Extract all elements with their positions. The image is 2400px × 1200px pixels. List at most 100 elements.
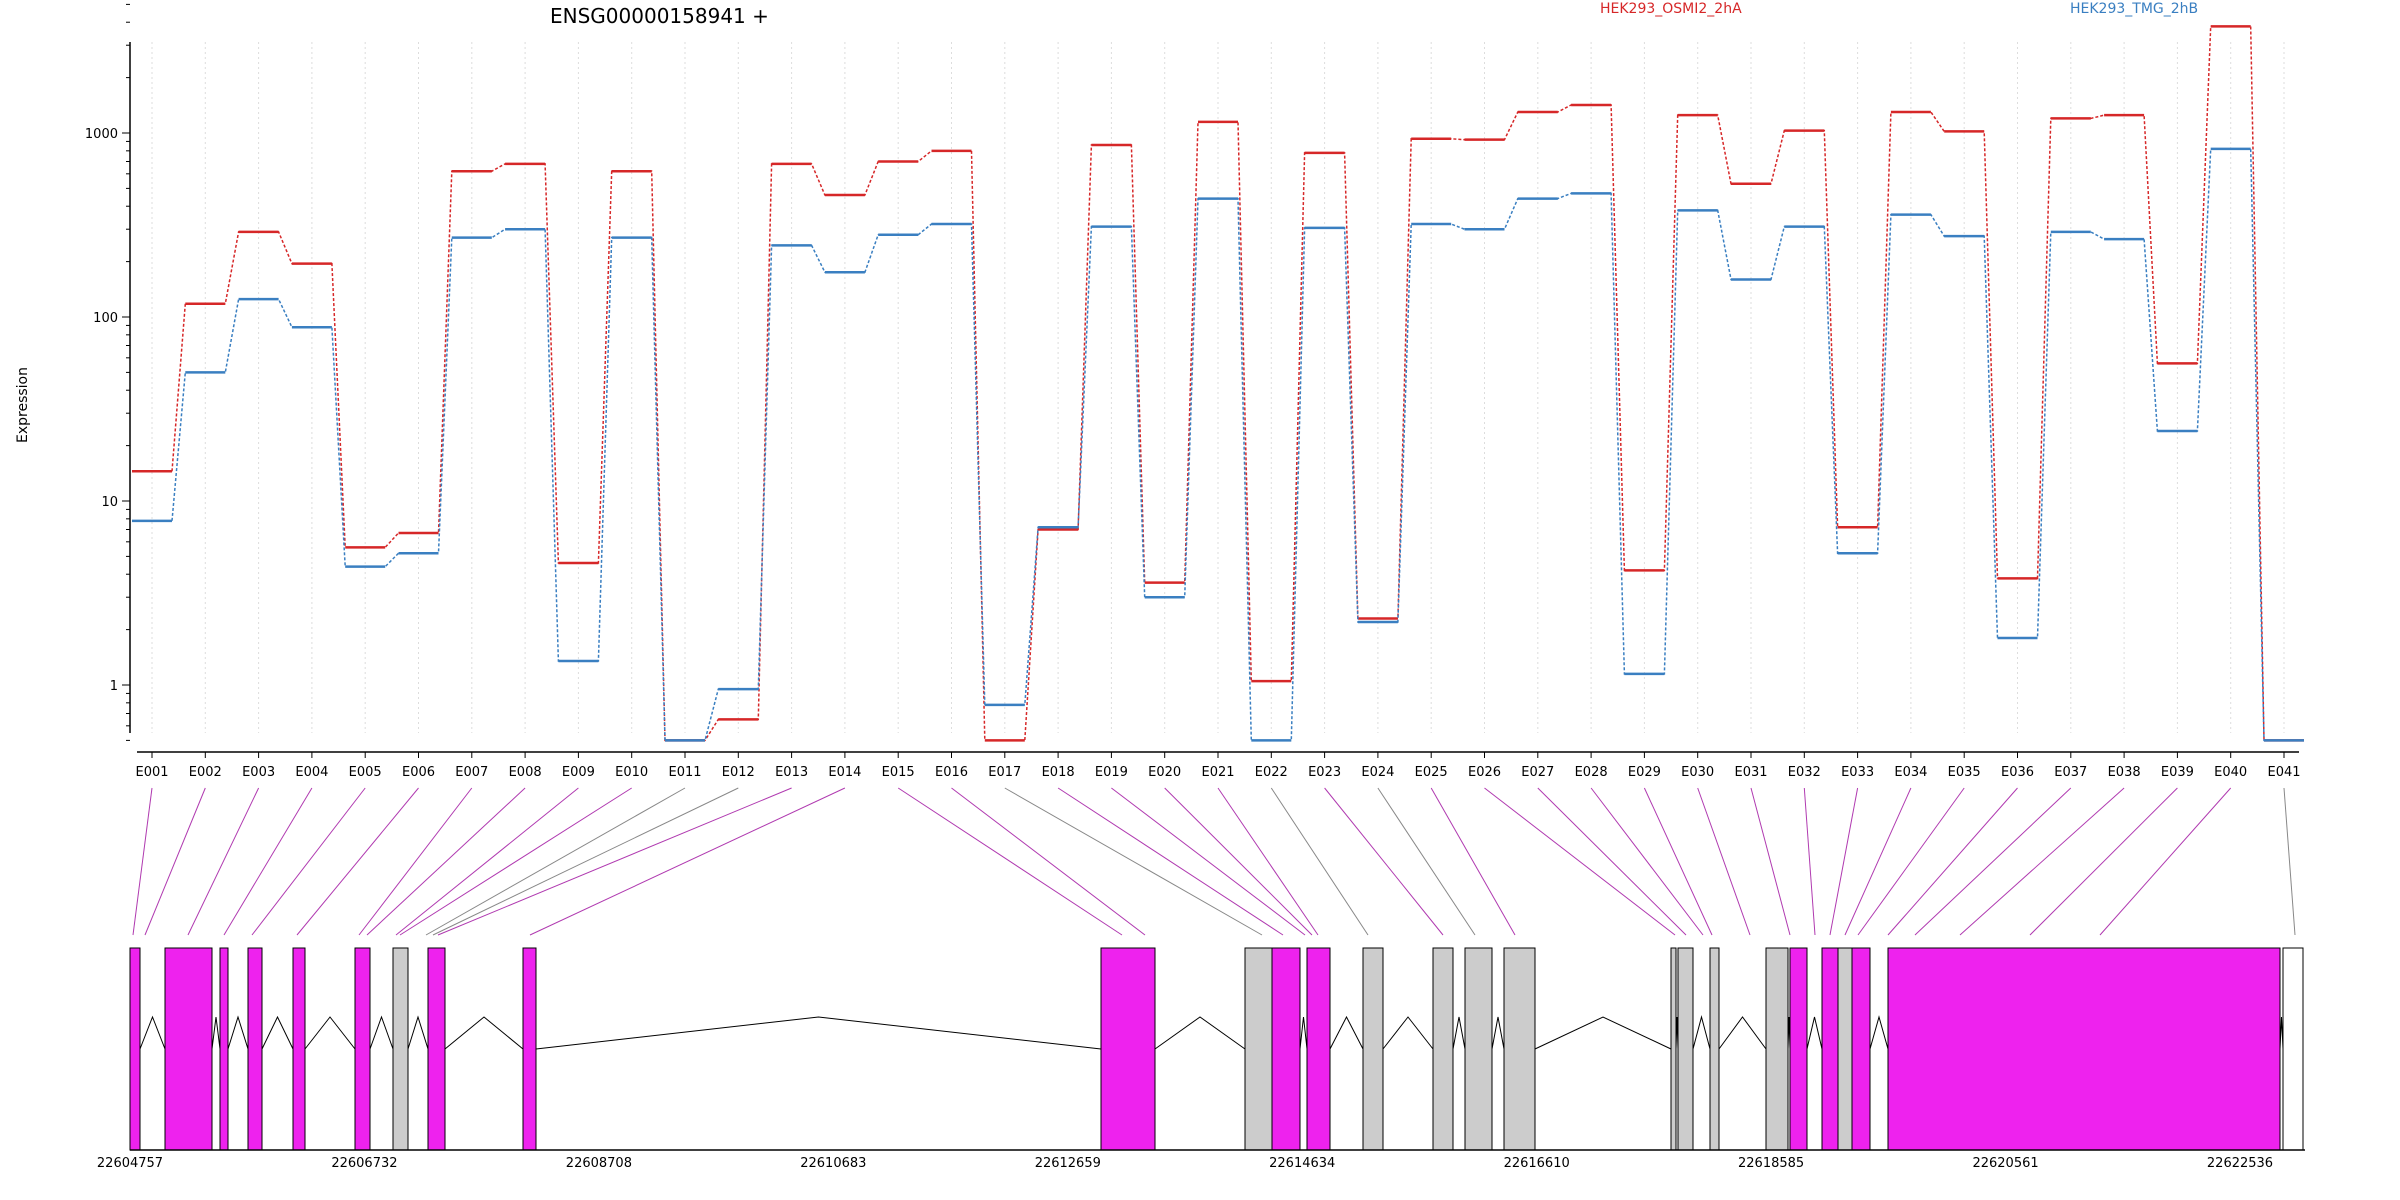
exon-box — [354, 947, 371, 1151]
exon-box — [1789, 947, 1808, 1151]
exon-connector — [251, 787, 366, 936]
exon-box — [427, 947, 446, 1151]
exon-label: E031 — [1734, 765, 1767, 780]
exon-label: E039 — [2161, 765, 2194, 780]
exon-label: E021 — [1201, 765, 1234, 780]
exon-label: E012 — [722, 765, 755, 780]
exon-connector — [432, 787, 739, 936]
series-1-line — [132, 25, 2304, 742]
genomic-coordinate-label: 22616610 — [1504, 1156, 1570, 1171]
y-axis-label: Expression — [15, 367, 31, 443]
exon-label: E024 — [1361, 765, 1394, 780]
exon-box — [219, 947, 229, 1151]
exon-connector — [187, 787, 260, 936]
genomic-coordinate-label: 22606732 — [331, 1156, 397, 1171]
exon-connector — [1057, 787, 1284, 936]
exon-label: E011 — [668, 765, 701, 780]
exon-box — [247, 947, 263, 1151]
exon-box — [522, 947, 537, 1151]
legend-series-1: HEK293_OSMI2_2hA — [1600, 1, 1742, 17]
exon-label: E022 — [1255, 765, 1288, 780]
exon-label: E029 — [1628, 765, 1661, 780]
exon-label: E041 — [2267, 765, 2300, 780]
exon-connector — [1959, 787, 2125, 936]
genomic-coordinate-label: 22622536 — [2207, 1156, 2273, 1171]
intron-line — [139, 1015, 166, 1050]
exon-label: E009 — [562, 765, 595, 780]
genomic-coordinate-label: 22608708 — [566, 1156, 632, 1171]
exon-connector — [437, 787, 792, 936]
exon-box — [1670, 947, 1677, 1151]
intron-line — [535, 1016, 1102, 1050]
exon-label: E002 — [189, 765, 222, 780]
exon-label: E020 — [1148, 765, 1181, 780]
exon-connector — [1377, 787, 1476, 936]
exon-box — [1887, 947, 2281, 1151]
exon-connector — [1750, 787, 1791, 936]
exon-label: E006 — [402, 765, 435, 780]
exon-box — [1271, 947, 1301, 1151]
exon-box — [2282, 947, 2304, 1151]
exon-connectors — [132, 787, 2296, 936]
exon-connector — [1844, 787, 1912, 936]
exon-connector — [144, 787, 206, 936]
exon-box — [129, 947, 141, 1151]
exon-connector — [1484, 787, 1676, 936]
intron-line — [444, 1016, 524, 1050]
genomic-coordinate-label: 22610683 — [800, 1156, 866, 1171]
exon-box — [1765, 947, 1789, 1151]
exon-label: E019 — [1095, 765, 1128, 780]
exon-label: E015 — [882, 765, 915, 780]
exon-connector — [529, 787, 846, 936]
exon-connector — [223, 787, 313, 936]
intron-line — [1869, 1015, 1889, 1050]
exon-box — [164, 947, 213, 1151]
series-lines — [132, 25, 2304, 742]
exon-label: E030 — [1681, 765, 1714, 780]
exon-label: E038 — [2108, 765, 2141, 780]
legend-series-2: HEK293_TMG_2hB — [2070, 1, 2198, 17]
y-tick-label: 1000 — [85, 127, 118, 142]
exon-label: E025 — [1415, 765, 1448, 780]
intron-line — [1491, 1016, 1505, 1050]
genomic-coordinate-label: 22612659 — [1035, 1156, 1101, 1171]
intron-line — [1452, 1016, 1466, 1050]
exon-label: E040 — [2214, 765, 2247, 780]
exon-connector — [2283, 787, 2296, 936]
exon-box — [1362, 947, 1384, 1151]
intron-line — [261, 1015, 294, 1050]
exon-box — [1464, 947, 1493, 1151]
intron-line — [1329, 1015, 1364, 1050]
exon-connector — [1887, 787, 2018, 936]
intron-line — [1692, 1015, 1711, 1050]
exon-label: E014 — [828, 765, 861, 780]
intron-line — [1382, 1016, 1434, 1050]
exon-label: E027 — [1521, 765, 1554, 780]
intron-line — [1299, 1016, 1308, 1050]
exon-label: E017 — [988, 765, 1021, 780]
exon-connector — [1829, 787, 1859, 936]
exon-connector — [1537, 787, 1687, 936]
exon-connector — [2099, 787, 2232, 936]
exon-label: E008 — [509, 765, 542, 780]
exon-label: E013 — [775, 765, 808, 780]
exon-box — [1100, 947, 1156, 1151]
exon-box — [392, 947, 409, 1151]
gene-model: 22604757 22606732 22608708 22610683 22612659… — [97, 947, 2305, 1171]
exon-connector — [897, 787, 1123, 936]
exon-box — [1821, 947, 1839, 1151]
intron-line — [1534, 1016, 1672, 1050]
genomic-coordinate-label: 22614634 — [1269, 1156, 1335, 1171]
exon-connector — [1430, 787, 1516, 936]
exon-connector — [399, 787, 632, 936]
exon-connector — [1643, 787, 1713, 936]
genomic-coordinate-label: 22604757 — [97, 1156, 163, 1171]
intron-line — [304, 1016, 356, 1050]
exon-label: E007 — [455, 765, 488, 780]
exon-label: E001 — [135, 765, 168, 780]
exon-labels: E001 E002 E003 E004 E005 E006 E007 E008 E009 E010… — [135, 752, 2301, 780]
intron-line — [1718, 1016, 1767, 1050]
genomic-coordinate-label: 22620561 — [1972, 1156, 2038, 1171]
exon-label: E003 — [242, 765, 275, 780]
exon-box — [1503, 947, 1536, 1151]
